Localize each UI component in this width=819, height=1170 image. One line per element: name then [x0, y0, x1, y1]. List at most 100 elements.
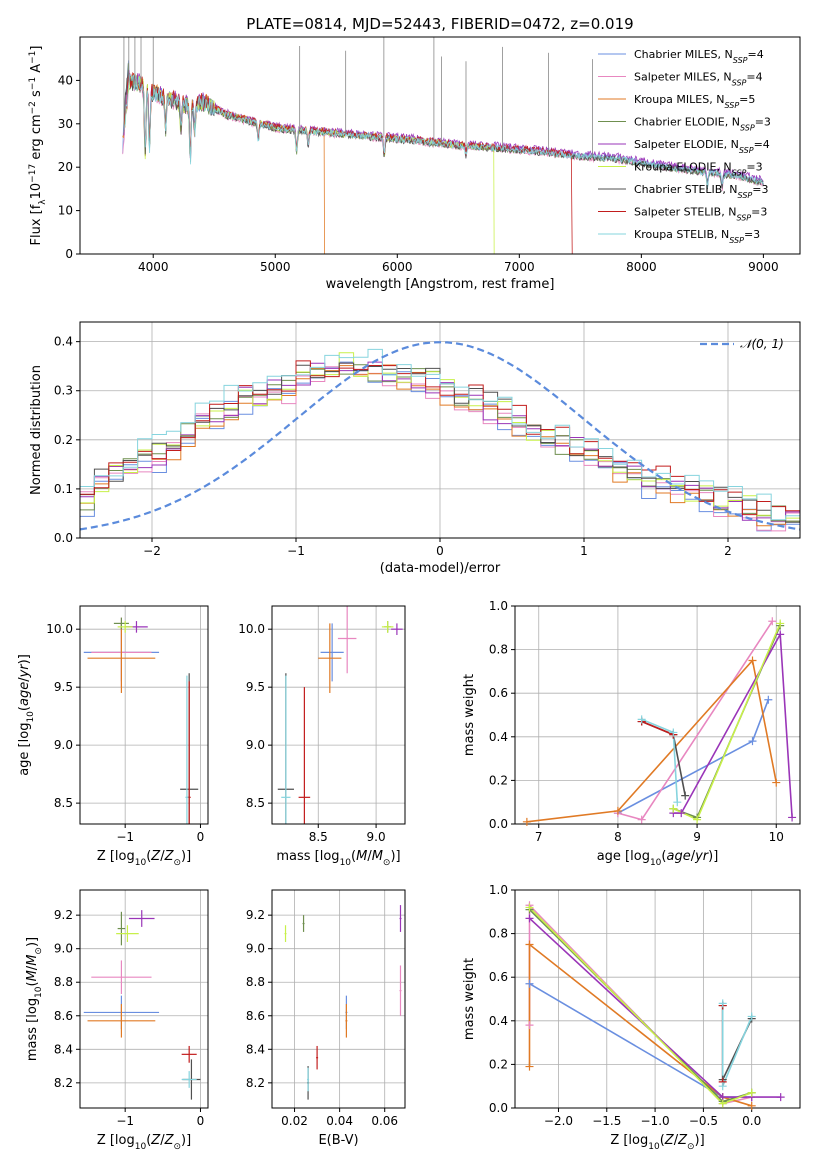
label-part: ⊙	[687, 1142, 695, 1152]
label-part: 10	[650, 858, 662, 868]
axes-frame	[271, 889, 406, 1109]
panel-age_vs_Z: −1 08.59.09.510.0Z [log10(Z/Z⊙)]age [log1…	[17, 605, 209, 868]
x-tick-label: −1.5	[592, 1114, 621, 1128]
label-part: Flux [f	[29, 204, 44, 245]
legend-nssp-sub: SSP	[732, 78, 747, 87]
label-part: M	[25, 970, 40, 981]
errorbar-point	[345, 1004, 348, 1038]
legend-name: Kroupa STELIB	[634, 228, 714, 241]
label-part: (data-model)/error	[380, 561, 501, 576]
series-line	[529, 983, 752, 1098]
series-marker	[764, 695, 773, 704]
x-axis-label: Z [log10(Z/Z⊙)]	[610, 1133, 704, 1152]
label-part: 10	[34, 986, 44, 998]
label-part: (	[146, 849, 151, 864]
axes-frame	[79, 605, 209, 825]
series-marker	[788, 813, 797, 822]
label-part: M	[356, 849, 367, 864]
y-axis-label: age [log10(age/yr)]	[17, 654, 36, 776]
x-tick-label: 10	[769, 830, 784, 844]
x-tick-label: 8.5	[309, 830, 328, 844]
label-part: /	[691, 849, 696, 864]
gaussian-curve	[80, 341, 800, 531]
legend-nssp-prefix: , N	[722, 183, 737, 196]
x-tick-label: 9000	[748, 260, 779, 274]
errorbar-point	[316, 1045, 319, 1070]
label-part: s	[29, 90, 44, 101]
y-tick-label: 9.5	[246, 680, 265, 694]
x-tick-label: 4000	[138, 260, 169, 274]
series-marker	[525, 903, 534, 912]
x-tick-label: 8000	[626, 260, 657, 274]
x-tick-label: −1	[116, 830, 134, 844]
series-marker	[718, 1099, 727, 1108]
axes-frame	[271, 605, 406, 825]
plot-area	[83, 910, 201, 1100]
label-part: mass [log	[25, 998, 40, 1061]
axes-frame	[514, 605, 801, 825]
legend-name: Chabrier STELIB	[634, 183, 722, 196]
label-part: M	[372, 849, 383, 864]
plot-area	[526, 620, 793, 823]
label-part: 10	[135, 1142, 147, 1152]
y-tick-label: 0.4	[489, 730, 508, 744]
y-tick-label: 8.5	[246, 796, 265, 810]
plot-area	[277, 606, 403, 824]
y-tick-label: 8.6	[54, 1009, 73, 1023]
legend-nssp-sub: SSP	[738, 191, 753, 200]
legend-nssp-prefix: , N	[721, 206, 736, 219]
y-tick-label: 0.0	[54, 531, 73, 545]
y-axis-label: mass weight	[462, 958, 477, 1040]
x-tick-label: 0.06	[371, 1114, 398, 1128]
label-part: Normed distribution	[29, 365, 44, 495]
panel-spectrum: 4000 5000 6000 7000 8000 9000 0 10 20 30 40 wavelen…	[28, 36, 801, 292]
y-tick-label: 1.0	[489, 883, 508, 897]
legend-nssp-value: =4	[754, 138, 770, 151]
label-part: /	[160, 1133, 165, 1148]
label-part: )]	[695, 1133, 705, 1148]
x-axis-label: (data-model)/error	[380, 561, 501, 576]
legend-nssp-prefix: , N	[714, 228, 729, 241]
y-tick-label: 0.3	[54, 384, 73, 398]
label-part: M	[25, 955, 40, 966]
spectrum-line	[123, 73, 764, 189]
legend-name: Kroupa ELODIE	[634, 161, 716, 174]
label-part: age [log	[17, 723, 32, 776]
label-part: Z [log	[610, 1133, 648, 1148]
y-tick-label: 0.0	[489, 1101, 508, 1115]
errorbar-point	[181, 1045, 197, 1063]
label-part: 10	[26, 711, 36, 723]
y-tick-label: 8.2	[54, 1076, 73, 1090]
series-marker	[747, 1101, 756, 1110]
plot-area	[122, 37, 764, 254]
x-tick-label: −1.0	[641, 1114, 670, 1128]
label-part: erg cm	[29, 114, 44, 163]
series-line	[641, 720, 686, 796]
series-marker	[748, 656, 757, 665]
label-part: )]	[708, 849, 718, 864]
x-tick-label: 0.02	[281, 1114, 308, 1128]
series-marker	[718, 1082, 727, 1091]
y-tick-label: 9.2	[54, 908, 73, 922]
x-tick-label: −2.0	[544, 1114, 573, 1128]
errorbar-point	[307, 1067, 310, 1092]
x-tick-label: −1	[116, 1114, 134, 1128]
x-tick-label: 0.0	[742, 1114, 761, 1128]
figure-title: PLATE=0814, MJD=52443, FIBERID=0472, z=0…	[246, 15, 633, 33]
errorbar-point	[87, 623, 156, 693]
errorbar-point	[381, 621, 394, 633]
label-part: 10	[340, 858, 352, 868]
legend-nssp-value: =4	[746, 71, 762, 84]
errorbar-point	[117, 911, 126, 946]
series-marker	[776, 1093, 785, 1102]
y-tick-label: 30	[58, 117, 73, 131]
label-part: Z	[164, 1133, 175, 1148]
label-part: age	[17, 682, 32, 706]
legend-name: Salpeter ELODIE	[634, 138, 724, 151]
y-tick-label: 8.4	[246, 1042, 265, 1056]
y-axis-label: mass weight	[462, 674, 477, 756]
errorbar-point	[318, 623, 342, 693]
legend-nssp-value: =3	[755, 116, 771, 129]
label-part: )]	[25, 937, 40, 947]
